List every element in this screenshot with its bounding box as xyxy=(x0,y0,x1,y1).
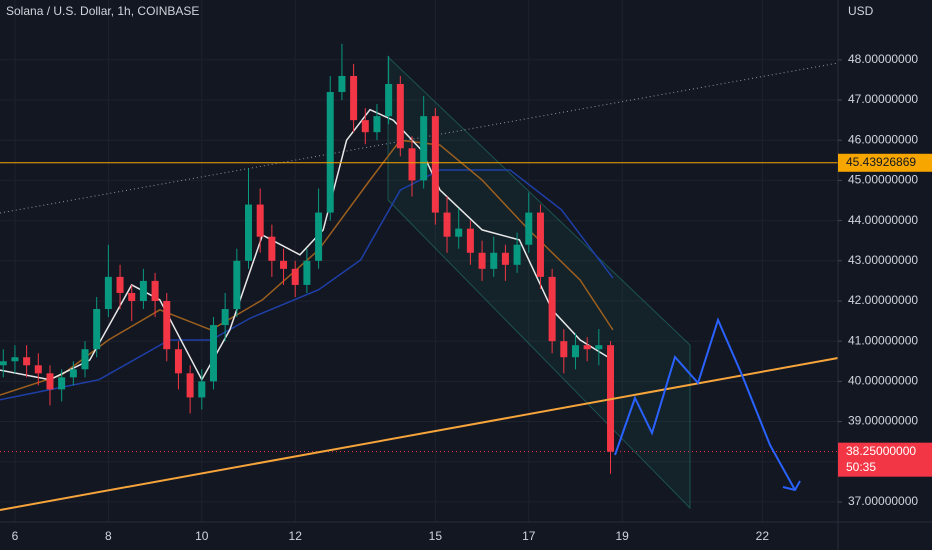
candle-body xyxy=(595,345,603,350)
candle-body xyxy=(163,300,171,350)
candle-body xyxy=(560,341,568,358)
price-line-badge xyxy=(838,153,932,172)
y-tick-label: 41.00000000 xyxy=(848,333,918,347)
candle-body xyxy=(408,148,416,181)
candle-body xyxy=(139,280,147,301)
y-tick-label: 44.00000000 xyxy=(848,213,918,227)
candle-body xyxy=(350,75,358,121)
y-tick-label: 37.00000000 xyxy=(848,494,918,508)
candle-body xyxy=(455,228,463,237)
y-tick-label: 42.00000000 xyxy=(848,293,918,307)
time-axis-panel xyxy=(0,522,838,550)
candle-body xyxy=(81,349,89,370)
currency-label: USD xyxy=(848,4,874,18)
moving-average xyxy=(0,139,614,396)
candle-body xyxy=(583,345,591,350)
candle-body xyxy=(361,120,369,133)
chart-title: Solana / U.S. Dollar, 1h, COINBASE xyxy=(6,4,199,18)
candle-body xyxy=(186,373,194,398)
candle-body xyxy=(151,280,159,301)
last-price-label: 38.25000000 xyxy=(846,444,916,458)
candle-body xyxy=(221,309,229,326)
candle-body xyxy=(536,212,544,277)
x-tick-label: 17 xyxy=(522,529,536,543)
candle-body xyxy=(0,361,7,366)
candle-body xyxy=(385,83,393,117)
x-tick-label: 19 xyxy=(616,529,630,543)
candle-body xyxy=(11,357,19,362)
candle-body xyxy=(69,369,77,378)
x-tick-label: 8 xyxy=(105,529,112,543)
candle-body xyxy=(116,276,124,293)
candle-body xyxy=(490,252,498,269)
y-tick-label: 45.00000000 xyxy=(848,173,918,187)
candle-body xyxy=(291,268,299,285)
projection-arrowhead xyxy=(782,480,801,492)
candle-body xyxy=(23,357,31,366)
candle-body xyxy=(525,212,533,245)
y-tick-label: 46.00000000 xyxy=(848,132,918,146)
candle-body xyxy=(338,75,346,93)
axis-labels: 37.0000000038.0000000039.0000000040.0000… xyxy=(12,52,932,543)
candle-body xyxy=(93,309,101,350)
candle-body xyxy=(46,373,54,390)
candle-body xyxy=(396,83,404,149)
candle-body xyxy=(513,244,521,265)
projection-path xyxy=(614,317,796,491)
candle-body xyxy=(128,292,136,301)
candle-body xyxy=(326,92,334,213)
candle-body xyxy=(571,345,579,358)
y-tick-label: 40.00000000 xyxy=(848,374,918,388)
candle-body xyxy=(198,381,206,398)
x-tick-label: 22 xyxy=(756,529,770,543)
candle-body xyxy=(256,204,264,237)
candle-body xyxy=(209,325,217,382)
x-tick-label: 10 xyxy=(195,529,209,543)
candle-body xyxy=(245,204,253,261)
x-tick-label: 15 xyxy=(429,529,443,543)
price-line-label: 45.43926869 xyxy=(846,155,916,169)
y-tick-label: 43.00000000 xyxy=(848,253,918,267)
candle-body xyxy=(420,116,428,181)
candle-body xyxy=(268,236,276,261)
candle-body xyxy=(443,212,451,237)
candle-body xyxy=(174,349,182,374)
y-tick-label: 47.00000000 xyxy=(848,92,918,106)
candle-body xyxy=(58,377,66,390)
y-tick-label: 48.00000000 xyxy=(848,52,918,66)
candle-body xyxy=(280,260,288,269)
candle-body xyxy=(431,116,439,213)
last-price-badge xyxy=(838,442,932,477)
countdown-label: 50:35 xyxy=(846,460,876,474)
candle-body xyxy=(34,365,42,374)
candle-body xyxy=(478,252,486,269)
candle-body xyxy=(233,260,241,310)
candle-body xyxy=(104,276,112,310)
candle-body xyxy=(303,260,311,285)
grid xyxy=(0,0,838,522)
candle-body xyxy=(466,228,474,253)
x-tick-label: 6 xyxy=(12,529,19,543)
trendline xyxy=(0,357,839,511)
moving-average xyxy=(0,108,614,382)
candle-body xyxy=(315,212,323,261)
candle-body xyxy=(548,276,556,342)
candle-body xyxy=(373,116,381,133)
moving-average xyxy=(0,169,614,401)
y-tick-label: 39.00000000 xyxy=(848,414,918,428)
x-tick-label: 12 xyxy=(289,529,303,543)
candle-body xyxy=(501,252,509,265)
